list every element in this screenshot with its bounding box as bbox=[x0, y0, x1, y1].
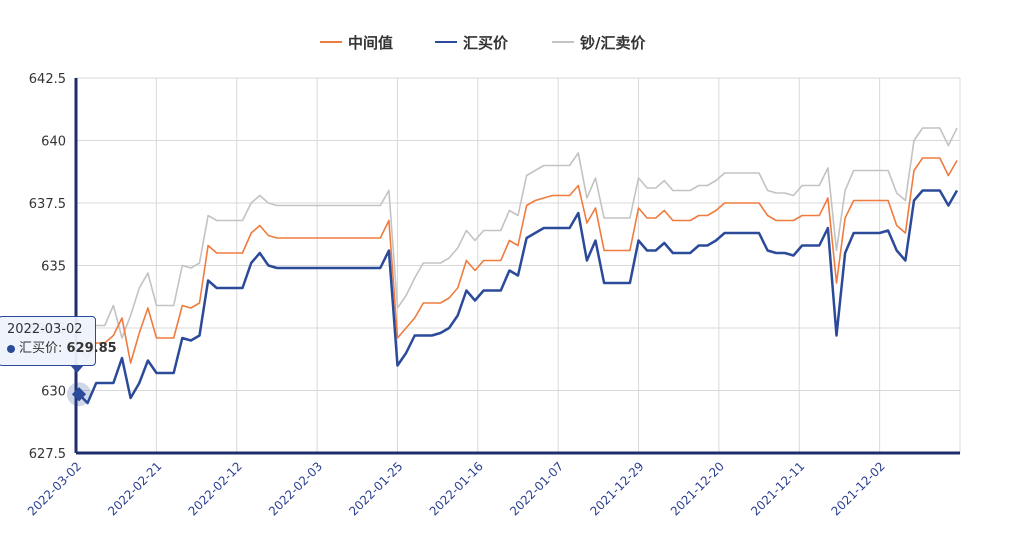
x-tick-label: 2022-01-25 bbox=[346, 459, 405, 518]
y-tick-label: 630 bbox=[41, 385, 66, 400]
legend-item-2[interactable]: 钞/汇卖价 bbox=[552, 34, 646, 52]
tooltip-series-dot bbox=[7, 344, 15, 353]
legend-label: 钞/汇卖价 bbox=[580, 34, 646, 52]
series-line-0 bbox=[78, 157, 958, 364]
y-tick-label: 640 bbox=[41, 135, 66, 150]
series-lines bbox=[78, 127, 959, 405]
tooltip-series-label: 汇买价: bbox=[19, 341, 67, 356]
y-tick-label: 637.5 bbox=[29, 197, 66, 212]
tooltip-row: 汇买价: 629.85 bbox=[7, 339, 117, 359]
hover-point bbox=[71, 387, 87, 402]
x-tick-label: 2022-01-07 bbox=[507, 459, 566, 518]
tooltip-arrow bbox=[70, 365, 84, 373]
x-tick-label: 2022-02-03 bbox=[266, 459, 325, 518]
hover-marker bbox=[67, 382, 91, 407]
x-tick-label: 2021-12-02 bbox=[829, 459, 888, 518]
x-tick-label: 2021-12-11 bbox=[748, 459, 807, 518]
legend-item-1[interactable]: 汇买价 bbox=[435, 34, 509, 52]
x-axis-ticks: 2022-03-02 2022-02-21 2022-02-12 2022-02-03… bbox=[25, 459, 888, 518]
y-tick-label: 635 bbox=[41, 260, 66, 275]
y-tick-label: 627.5 bbox=[29, 447, 66, 462]
tooltip-date: 2022-03-02 bbox=[7, 322, 83, 337]
tooltip: 2022-03-02 汇买价: 629.85 bbox=[0, 316, 117, 366]
legend-label: 汇买价 bbox=[463, 34, 509, 52]
series-line-2 bbox=[78, 127, 958, 339]
legend-item-0[interactable]: 中间值 bbox=[320, 34, 393, 52]
x-tick-label: 2021-12-20 bbox=[668, 459, 727, 518]
x-tick-label: 2022-03-02 bbox=[25, 459, 84, 518]
x-tick-label: 2022-02-21 bbox=[105, 459, 164, 518]
x-tick-label: 2022-01-16 bbox=[427, 459, 486, 518]
x-tick-label: 2022-02-12 bbox=[186, 459, 245, 518]
y-tick-label: 642.5 bbox=[29, 72, 66, 87]
x-tick-label: 2021-12-29 bbox=[587, 459, 646, 518]
series-line-1 bbox=[78, 189, 959, 405]
legend[interactable]: 中间值 汇买价 钞/汇卖价 bbox=[320, 34, 646, 52]
grid-lines bbox=[75, 77, 961, 454]
legend-label: 中间值 bbox=[348, 34, 393, 52]
tooltip-value: 629.85 bbox=[66, 341, 117, 356]
